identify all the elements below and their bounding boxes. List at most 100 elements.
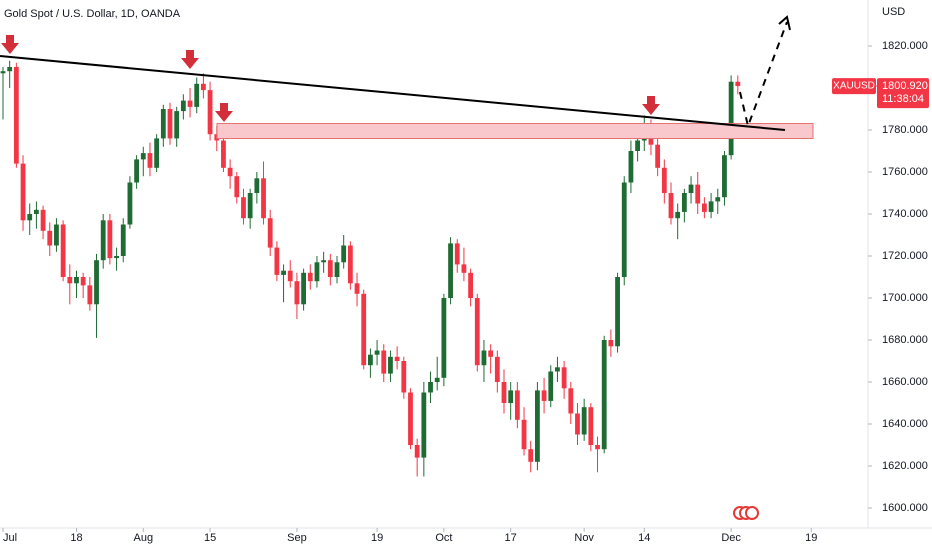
y-tick-label: 1700.000 xyxy=(882,292,928,304)
trendline xyxy=(0,55,786,131)
candle-body xyxy=(187,100,193,107)
x-tick-label: Sep xyxy=(287,532,307,544)
candle-body xyxy=(307,272,313,282)
candle-body xyxy=(327,260,333,277)
candle-body xyxy=(254,178,260,193)
down-arrow xyxy=(215,103,233,122)
candle-body xyxy=(688,184,694,193)
candle-body xyxy=(127,182,133,225)
candle-body xyxy=(27,214,33,221)
candle-body xyxy=(528,449,534,462)
candle-body xyxy=(7,67,13,72)
candle-body xyxy=(94,260,99,305)
candle-body xyxy=(414,445,420,458)
candle-body xyxy=(301,272,306,305)
y-tick-label: 1640.000 xyxy=(882,418,928,430)
x-tick-label: Dec xyxy=(721,532,741,544)
candle-body xyxy=(695,184,701,204)
x-tick-label: 19 xyxy=(805,532,817,544)
candle-body xyxy=(40,209,46,231)
candle-body xyxy=(241,197,246,219)
y-tick-label: 1600.000 xyxy=(882,502,928,514)
candle-body xyxy=(428,382,433,393)
countdown-label: 11:38:04 xyxy=(882,93,924,105)
candle-body xyxy=(47,230,53,246)
candle-body xyxy=(702,203,707,212)
candle-body xyxy=(675,211,681,219)
candle-body xyxy=(708,201,714,212)
candle-body xyxy=(154,138,160,168)
candle-body xyxy=(134,159,139,183)
candle-body xyxy=(608,340,614,347)
candle-body xyxy=(394,356,400,361)
x-tick-label: 14 xyxy=(638,532,650,544)
arrow-head xyxy=(778,15,791,31)
candle-body xyxy=(247,193,253,219)
candle-body xyxy=(494,356,500,382)
candle-body xyxy=(227,167,233,177)
candle-body xyxy=(735,81,741,87)
y-tick-label: 1740.000 xyxy=(882,208,928,220)
projection-arrow xyxy=(739,21,788,130)
y-tick-label: 1680.000 xyxy=(882,334,928,346)
candle-body xyxy=(341,245,347,263)
candle-body xyxy=(474,298,480,366)
candle-body xyxy=(274,247,280,275)
candle-body xyxy=(314,262,320,282)
candle-body xyxy=(368,354,373,366)
candle-body xyxy=(541,390,547,401)
candle-body xyxy=(648,134,654,145)
candle-body xyxy=(221,140,226,168)
candle-body xyxy=(180,100,186,112)
x-tick-label: Nov xyxy=(574,532,594,544)
candle-body xyxy=(80,277,86,286)
candle-body xyxy=(561,367,567,389)
event-icon xyxy=(733,506,759,520)
candle-body xyxy=(381,350,387,374)
plot xyxy=(0,15,814,520)
candle-body xyxy=(54,224,59,246)
candle-body xyxy=(728,81,734,156)
candle-body xyxy=(408,392,413,445)
icon-circle xyxy=(745,506,759,520)
candle-body xyxy=(107,220,113,259)
candle-body xyxy=(501,382,507,403)
candle-body xyxy=(468,272,473,298)
candle-body xyxy=(615,277,620,347)
candles xyxy=(0,60,741,477)
candle-body xyxy=(655,144,661,168)
candle-body xyxy=(401,361,407,393)
price-tag xyxy=(877,78,929,109)
candle-body xyxy=(160,109,166,139)
candle-body xyxy=(74,277,79,284)
x-tick-label: 15 xyxy=(204,532,216,544)
candle-body xyxy=(20,163,26,221)
x-tick-label: Jul xyxy=(3,532,17,544)
candle-body xyxy=(601,340,607,450)
candle-body xyxy=(661,167,667,193)
candle-body xyxy=(60,224,66,277)
candle-body xyxy=(508,390,514,403)
x-tick-label: 18 xyxy=(70,532,82,544)
candle-body xyxy=(87,285,93,305)
candle-body xyxy=(321,260,327,263)
candle-body xyxy=(722,155,727,198)
resistance-zone xyxy=(216,123,814,139)
candle-body xyxy=(34,209,39,214)
symbol-tag xyxy=(832,78,876,95)
candle-body xyxy=(354,283,360,294)
candle-body xyxy=(114,256,119,259)
x-tick-label: Aug xyxy=(133,532,153,544)
y-axis-label: USD xyxy=(882,6,905,18)
x-tick-label: Oct xyxy=(435,532,452,544)
candle-body xyxy=(167,109,173,139)
candle-body xyxy=(287,270,293,282)
y-tick-label: 1720.000 xyxy=(882,250,928,262)
down-arrow xyxy=(1,35,19,54)
candle-body xyxy=(448,243,453,298)
candle-body xyxy=(635,140,640,151)
candle-body xyxy=(521,419,527,450)
candle-body xyxy=(147,153,153,168)
